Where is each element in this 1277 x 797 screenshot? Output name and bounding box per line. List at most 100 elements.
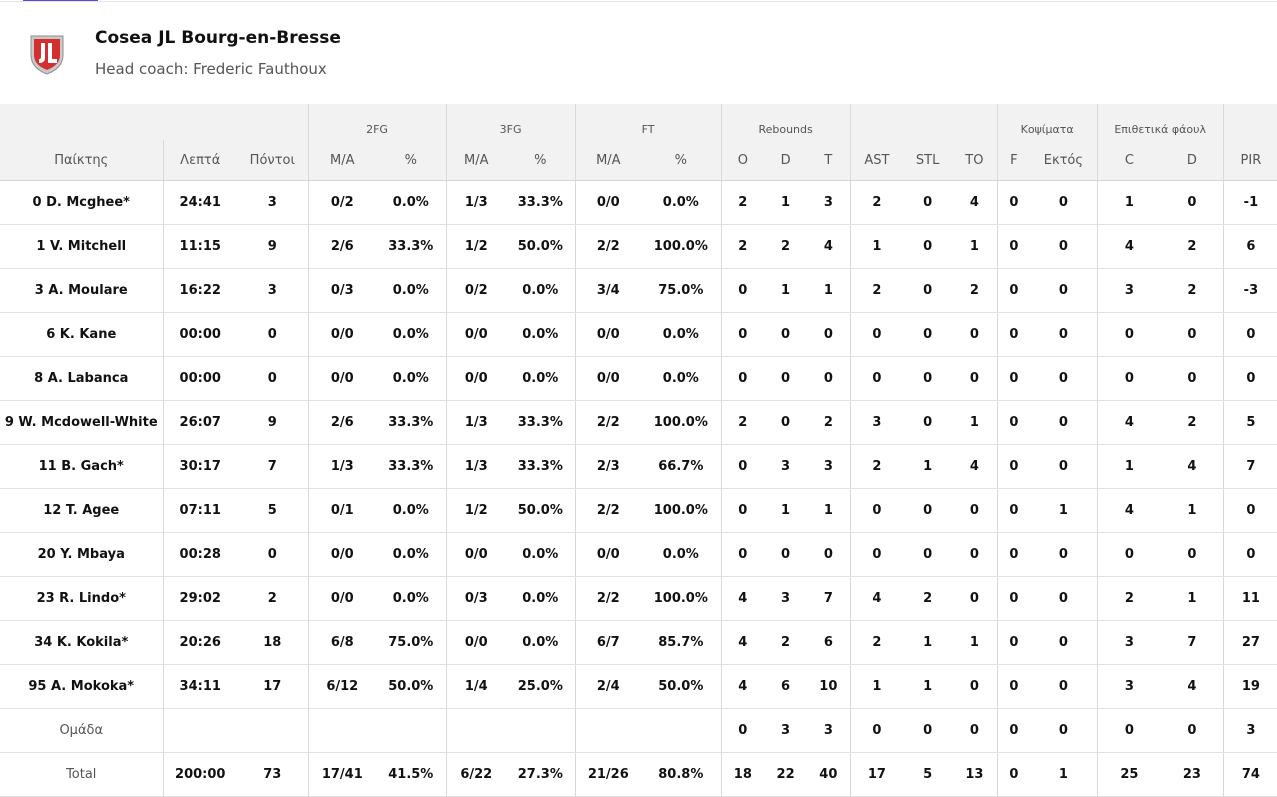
col-rebounds-defensive[interactable]: D xyxy=(764,140,808,181)
col-3fg-percent[interactable]: % xyxy=(506,140,576,181)
cell-steals: 0 xyxy=(903,400,953,445)
cell-pir: 0 xyxy=(1222,488,1277,533)
cell-ft-percent: 100.0% xyxy=(641,400,722,445)
cell-ft-made-attempted: 2/2 xyxy=(574,224,642,269)
cell-fouls-drawn: 7 xyxy=(1161,620,1224,665)
cell-rebounds-total: 1 xyxy=(807,488,851,533)
cell-player-name[interactable]: 95 A. Mokoka* xyxy=(0,664,163,709)
cell-3fg-made-attempted: 1/4 xyxy=(445,664,507,709)
cell-player-name[interactable]: 3 A. Moulare xyxy=(0,268,163,313)
group-empty-right xyxy=(1222,104,1277,140)
cell-minutes: 16:22 xyxy=(162,268,237,313)
cell-fouls-drawn: 4 xyxy=(1161,664,1224,709)
cell-player-name[interactable]: 0 D. Mcghee* xyxy=(0,180,163,225)
cell-player-name[interactable]: 11 B. Gach* xyxy=(0,444,163,489)
cell-3fg-percent: 0.0% xyxy=(506,620,576,665)
cell-rebounds-total: 40 xyxy=(807,752,851,797)
cell-2fg-percent: 0.0% xyxy=(376,180,447,225)
col-blocks-for[interactable]: F xyxy=(996,140,1031,181)
col-player[interactable]: Παίκτης xyxy=(0,140,163,181)
cell-blocks-against: 1 xyxy=(1030,488,1098,533)
top-divider xyxy=(0,1,1277,2)
cell-assists: 0 xyxy=(849,488,904,533)
cell-minutes: 34:11 xyxy=(162,664,237,709)
col-rebounds-total[interactable]: T xyxy=(807,140,851,181)
col-turnovers[interactable]: TO xyxy=(952,140,998,181)
cell-assists: 2 xyxy=(849,620,904,665)
cell-player-name[interactable]: 6 K. Kane xyxy=(0,312,163,357)
cell-player-name[interactable]: 1 V. Mitchell xyxy=(0,224,163,269)
player-row[interactable]: 3 A. Moulare 16:22 3 0/3 0.0% 0/2 0.0% 3/4 75.0%… xyxy=(0,268,1277,313)
cell-turnovers: 0 xyxy=(952,708,998,753)
player-row[interactable]: 1 V. Mitchell 11:15 9 2/6 33.3% 1/2 50.0% 2/2 10… xyxy=(0,224,1277,269)
cell-player-name[interactable]: 9 W. Mcdowell-White xyxy=(0,400,163,445)
cell-ft-made-attempted: 0/0 xyxy=(574,180,642,225)
cell-rebounds-total: 6 xyxy=(807,620,851,665)
cell-assists: 1 xyxy=(849,224,904,269)
col-ft-made-attempted[interactable]: M/A xyxy=(574,140,642,181)
cell-rebounds-total: 3 xyxy=(807,180,851,225)
group-rebounds: Rebounds xyxy=(720,104,851,140)
cell-points: 3 xyxy=(237,268,309,313)
player-row[interactable]: 20 Y. Mbaya 00:28 0 0/0 0.0% 0/0 0.0% 0/0 0.0% 0 0… xyxy=(0,532,1277,577)
col-pir[interactable]: PIR xyxy=(1222,140,1277,181)
cell-blocks-against: 0 xyxy=(1030,224,1098,269)
cell-pir: -1 xyxy=(1222,180,1277,225)
cell-fouls-committed: 4 xyxy=(1096,400,1162,445)
cell-player-name[interactable]: 20 Y. Mbaya xyxy=(0,532,163,577)
cell-ft-made-attempted: 2/2 xyxy=(574,488,642,533)
cell-blocks-for: 0 xyxy=(996,620,1031,665)
cell-blocks-for: 0 xyxy=(996,180,1031,225)
cell-ft-made-attempted: 0/0 xyxy=(574,356,642,401)
cell-rebounds-total: 10 xyxy=(807,664,851,709)
cell-2fg-percent: 0.0% xyxy=(376,576,447,621)
cell-ft-percent: 80.8% xyxy=(641,752,722,797)
cell-steals: 0 xyxy=(903,356,953,401)
cell-3fg-made-attempted: 1/2 xyxy=(445,488,507,533)
cell-rebounds-defensive: 3 xyxy=(764,444,808,489)
player-row[interactable]: 11 B. Gach* 30:17 7 1/3 33.3% 1/3 33.3% 2/3 66.7… xyxy=(0,444,1277,489)
col-steals[interactable]: STL xyxy=(903,140,953,181)
col-3fg-made-attempted[interactable]: M/A xyxy=(445,140,507,181)
cell-rebounds-defensive: 2 xyxy=(764,224,808,269)
col-assists[interactable]: AST xyxy=(849,140,904,181)
col-blocks-against[interactable]: Εκτός xyxy=(1030,140,1098,181)
cell-ft-percent: 100.0% xyxy=(641,576,722,621)
col-2fg-percent[interactable]: % xyxy=(376,140,447,181)
cell-fouls-committed: 3 xyxy=(1096,620,1162,665)
group-fouls: Επιθετικά φάουλ xyxy=(1096,104,1224,140)
cell-player-name[interactable]: 34 K. Kokila* xyxy=(0,620,163,665)
cell-3fg-percent: 33.3% xyxy=(506,400,576,445)
col-fouls-committed[interactable]: C xyxy=(1096,140,1162,181)
col-rebounds-offensive[interactable]: O xyxy=(720,140,765,181)
cell-fouls-committed: 3 xyxy=(1096,268,1162,313)
player-row[interactable]: 6 K. Kane 00:00 0 0/0 0.0% 0/0 0.0% 0/0 0.0% 0 0 0 0… xyxy=(0,312,1277,357)
player-row[interactable]: 12 T. Agee 07:11 5 0/1 0.0% 1/2 50.0% 2/2 100.0%… xyxy=(0,488,1277,533)
cell-rebounds-total: 2 xyxy=(807,400,851,445)
player-row[interactable]: 9 W. Mcdowell-White 26:07 9 2/6 33.3% 1/3 33.3… xyxy=(0,400,1277,445)
cell-points: 7 xyxy=(237,444,309,489)
col-fouls-drawn[interactable]: D xyxy=(1161,140,1224,181)
cell-assists: 0 xyxy=(849,532,904,577)
cell-player-name[interactable]: 12 T. Agee xyxy=(0,488,163,533)
cell-blocks-for: 0 xyxy=(996,268,1031,313)
cell-assists: 0 xyxy=(849,356,904,401)
cell-pir: 74 xyxy=(1222,752,1277,797)
col-minutes[interactable]: Λεπτά xyxy=(162,140,237,181)
col-ft-percent[interactable]: % xyxy=(641,140,722,181)
player-row[interactable]: 8 A. Labanca 00:00 0 0/0 0.0% 0/0 0.0% 0/0 0.0% 0… xyxy=(0,356,1277,401)
cell-player-name[interactable]: 23 R. Lindo* xyxy=(0,576,163,621)
cell-turnovers: 0 xyxy=(952,664,998,709)
cell-rebounds-defensive: 3 xyxy=(764,576,808,621)
player-row[interactable]: 95 A. Mokoka* 34:11 17 6/12 50.0% 1/4 25.0% 2/4… xyxy=(0,664,1277,709)
cell-ft-made-attempted: 21/26 xyxy=(574,752,642,797)
player-row[interactable]: 34 K. Kokila* 20:26 18 6/8 75.0% 0/0 0.0% 6/7 85… xyxy=(0,620,1277,665)
cell-player-name[interactable]: 8 A. Labanca xyxy=(0,356,163,401)
col-points[interactable]: Πόντοι xyxy=(237,140,309,181)
cell-rebounds-offensive: 0 xyxy=(720,356,765,401)
col-2fg-made-attempted[interactable]: M/A xyxy=(307,140,377,181)
cell-blocks-for: 0 xyxy=(996,356,1031,401)
cell-steals: 0 xyxy=(903,488,953,533)
player-row[interactable]: 23 R. Lindo* 29:02 2 0/0 0.0% 0/3 0.0% 2/2 100.0… xyxy=(0,576,1277,621)
player-row[interactable]: 0 D. Mcghee* 24:41 3 0/2 0.0% 1/3 33.3% 0/0 0.0%… xyxy=(0,180,1277,225)
